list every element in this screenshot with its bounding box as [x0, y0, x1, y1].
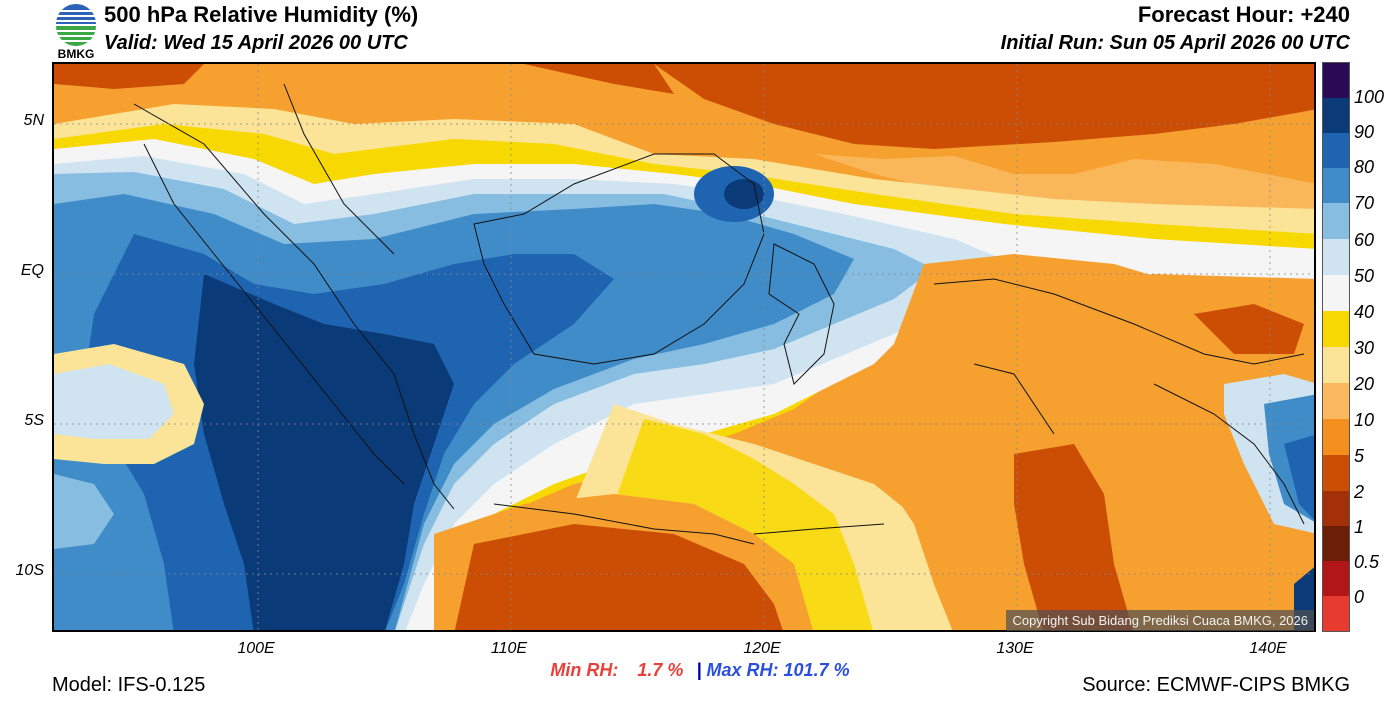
lon-tick-140e: 140E — [1249, 640, 1287, 657]
rh-stats: Min RH: 1.7 % | Max RH: 101.7 % — [0, 660, 1400, 681]
colorbar-label: 0 — [1354, 587, 1365, 607]
min-rh-label: Min RH: — [550, 660, 619, 680]
colorbar-label: 100 — [1354, 87, 1385, 107]
south-dry-zone — [434, 254, 1314, 630]
colorbar-swatch — [1323, 383, 1349, 419]
lon-tick-120e: 120E — [743, 640, 781, 657]
lat-tick-eq: EQ — [20, 262, 44, 279]
lon-tick-130e: 130E — [996, 640, 1034, 657]
colorbar-swatch — [1323, 133, 1349, 168]
colorbar-swatch — [1323, 311, 1349, 347]
model-label: Model: IFS-0.125 — [52, 674, 206, 696]
lon-tick-110e: 110E — [490, 640, 528, 657]
colorbar-swatch — [1323, 275, 1349, 311]
colorbar-swatch — [1323, 526, 1349, 561]
colorbar-swatch — [1323, 168, 1349, 203]
colorbar-label: 2 — [1354, 482, 1365, 502]
colorbar — [1322, 62, 1350, 632]
coastlines — [133, 83, 1305, 545]
valid-time: Valid: Wed 15 April 2026 00 UTC — [104, 32, 408, 54]
graticule — [54, 64, 1314, 630]
logo-text: BMKG — [57, 47, 95, 61]
colorbar-swatch — [1323, 98, 1349, 133]
source-label: Source: ECMWF-CIPS BMKG — [1082, 674, 1350, 696]
colorbar-swatch — [1323, 419, 1349, 455]
lat-tick-5n: 5N — [23, 112, 44, 129]
colorbar-label: 70 — [1354, 193, 1375, 213]
colorbar-label: 20 — [1354, 374, 1375, 394]
colorbar-label: 30 — [1354, 338, 1375, 358]
max-rh-value: 101.7 % — [783, 660, 850, 680]
colorbar-swatch — [1323, 596, 1349, 631]
colorbar-label: 40 — [1354, 302, 1375, 322]
colorbar-label: 60 — [1354, 230, 1375, 250]
bmkg-logo-icon — [55, 4, 97, 46]
north-dry-band — [54, 64, 1314, 224]
colorbar-label: 90 — [1354, 122, 1375, 142]
max-rh-label: Max RH: — [706, 660, 779, 680]
colorbar-label: 1 — [1354, 517, 1365, 537]
lat-tick-10s: 10S — [15, 562, 44, 579]
colorbar-swatch — [1323, 203, 1349, 239]
colorbar-label: 10 — [1354, 410, 1375, 430]
colorbar-swatch — [1323, 455, 1349, 491]
colorbar-label: 50 — [1354, 266, 1375, 286]
forecast-hour: Forecast Hour: +240 — [1137, 2, 1350, 27]
min-rh-value: 1.7 % — [637, 660, 684, 680]
lon-tick-100e: 100E — [237, 640, 275, 657]
colorbar-label: 0.5 — [1354, 552, 1380, 572]
colorbar-label: 80 — [1354, 157, 1375, 177]
colorbar-swatch — [1323, 561, 1349, 596]
copyright-note: Copyright Sub Bidang Prediksi Cuaca BMKG… — [1006, 610, 1314, 631]
chart-title: 500 hPa Relative Humidity (%) — [104, 2, 419, 27]
colorbar-swatch — [1323, 491, 1349, 526]
colorbar-swatch — [1323, 347, 1349, 383]
humidity-map[interactable] — [52, 62, 1316, 632]
lat-tick-5s: 5S — [24, 412, 44, 429]
colorbar-swatch — [1323, 63, 1349, 98]
humidity-field — [54, 64, 1314, 630]
bmkg-logo — [52, 0, 100, 60]
stats-separator: | — [696, 660, 702, 680]
colorbar-label: 5 — [1354, 446, 1365, 466]
colorbar-swatch — [1323, 239, 1349, 275]
initial-run: Initial Run: Sun 05 April 2026 00 UTC — [1000, 32, 1350, 54]
